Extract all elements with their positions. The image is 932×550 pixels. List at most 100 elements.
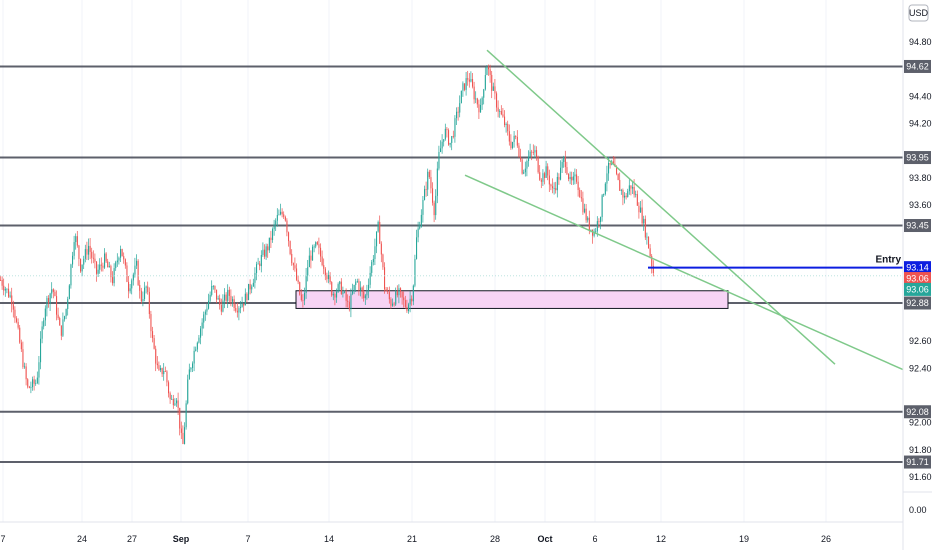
candle-body bbox=[305, 275, 307, 293]
candle-294 bbox=[470, 71, 472, 83]
candle-body bbox=[270, 237, 272, 241]
candle-body bbox=[644, 218, 646, 238]
candle-body bbox=[240, 306, 242, 309]
candle-body bbox=[550, 184, 552, 187]
candle-58 bbox=[92, 250, 94, 264]
price-tick-5: 92.60 bbox=[909, 336, 932, 346]
candle-body bbox=[49, 293, 51, 303]
candle-body bbox=[321, 256, 323, 266]
candle-311 bbox=[497, 100, 499, 118]
candle-body bbox=[430, 177, 432, 189]
candle-106 bbox=[169, 391, 171, 404]
candle-147 bbox=[235, 303, 237, 313]
currency-label: USD bbox=[909, 8, 929, 18]
candle-body bbox=[116, 260, 118, 263]
candle-62 bbox=[99, 258, 101, 274]
candle-body bbox=[592, 229, 594, 236]
time-tick-9: 6 bbox=[592, 534, 597, 544]
level-badge-2-bg bbox=[904, 219, 931, 233]
candle-body bbox=[480, 104, 482, 113]
candle-body bbox=[22, 349, 24, 367]
candle-351 bbox=[561, 159, 563, 173]
candle-body bbox=[97, 269, 99, 274]
price-tick-7: 92.00 bbox=[909, 418, 932, 428]
candle-8 bbox=[12, 300, 14, 318]
candle-270 bbox=[432, 182, 434, 206]
candle-body bbox=[380, 243, 382, 255]
candle-105 bbox=[168, 380, 170, 398]
time-tick-5: 14 bbox=[324, 534, 334, 544]
candle-34 bbox=[54, 289, 56, 297]
candle-268 bbox=[428, 169, 430, 179]
currency-badge[interactable]: USD bbox=[908, 4, 929, 22]
time-tick-12: 26 bbox=[821, 534, 831, 544]
candle-body bbox=[555, 188, 557, 191]
candle-130 bbox=[208, 293, 210, 310]
candle-body bbox=[160, 368, 162, 371]
candle-308 bbox=[492, 82, 494, 91]
candle-107 bbox=[171, 394, 173, 400]
candle-196 bbox=[313, 244, 315, 253]
candle-body bbox=[440, 148, 442, 152]
candle-227 bbox=[363, 285, 365, 302]
candle-338 bbox=[540, 178, 542, 189]
candle-112 bbox=[179, 407, 181, 436]
candle-body bbox=[590, 229, 592, 231]
candle-body bbox=[67, 299, 69, 310]
candle-body bbox=[164, 371, 166, 372]
candle-208 bbox=[332, 291, 334, 301]
candle-body bbox=[408, 304, 410, 312]
price-badges: 94.6293.9593.4592.8892.0891.7193.1493.06… bbox=[904, 59, 931, 469]
candle-body bbox=[267, 246, 269, 251]
candle-380 bbox=[608, 156, 610, 181]
candle-225 bbox=[360, 281, 362, 297]
candle-123 bbox=[196, 341, 198, 353]
candle-388 bbox=[620, 188, 622, 195]
candle-body bbox=[86, 249, 88, 255]
candle-143 bbox=[228, 286, 230, 303]
candle-body bbox=[648, 236, 650, 249]
candle-body bbox=[275, 220, 277, 225]
candle-17 bbox=[27, 378, 29, 389]
candle-body bbox=[72, 255, 74, 265]
candle-body bbox=[593, 231, 595, 236]
candle-44 bbox=[70, 263, 72, 289]
candle-body bbox=[456, 111, 458, 119]
candle-body bbox=[286, 220, 288, 233]
candle-body bbox=[296, 268, 298, 280]
candle-228 bbox=[364, 293, 366, 306]
candle-281 bbox=[449, 142, 451, 148]
candle-254 bbox=[406, 299, 408, 313]
candle-315 bbox=[504, 110, 506, 128]
candle-body bbox=[369, 272, 371, 285]
candle-358 bbox=[572, 171, 574, 185]
candle-335 bbox=[536, 146, 538, 161]
candle-body bbox=[4, 289, 6, 291]
candle-body bbox=[449, 142, 451, 145]
candle-230 bbox=[368, 278, 370, 299]
candle-357 bbox=[571, 171, 573, 186]
candle-146 bbox=[233, 295, 235, 312]
price-tick-8: 91.80 bbox=[909, 445, 932, 455]
candle-body bbox=[148, 291, 150, 315]
candle-325 bbox=[520, 148, 522, 162]
candle-body bbox=[566, 167, 568, 175]
candle-258 bbox=[412, 284, 414, 306]
candle-19 bbox=[30, 381, 32, 394]
candle-212 bbox=[339, 280, 341, 291]
candle-32 bbox=[51, 282, 53, 299]
candle-161 bbox=[257, 257, 259, 265]
candle-body bbox=[545, 166, 547, 178]
candle-body bbox=[425, 189, 427, 190]
candle-body bbox=[304, 292, 306, 301]
candle-body bbox=[27, 379, 29, 387]
candle-body bbox=[318, 244, 320, 248]
candle-353 bbox=[564, 150, 566, 174]
time-axis-ticks: 7 24 27 Sep 7 14 21 28 Oct 6 12 19 26 bbox=[0, 534, 831, 544]
candle-body bbox=[600, 217, 602, 223]
candle-body bbox=[257, 263, 259, 265]
candle-body bbox=[184, 427, 186, 444]
candle-body bbox=[104, 253, 106, 268]
candle-body bbox=[601, 195, 603, 218]
